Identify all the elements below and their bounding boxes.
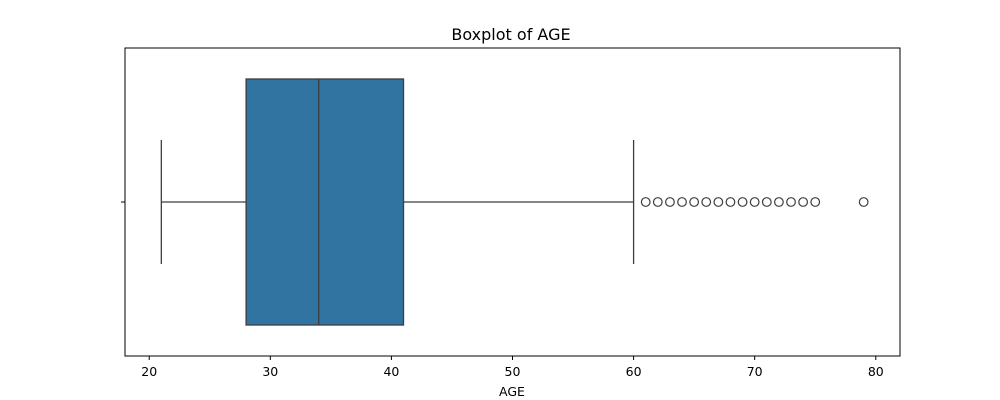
- chart-marks: [160, 78, 869, 326]
- outlier-point: [774, 197, 784, 207]
- x-tick-label: 50: [505, 364, 521, 379]
- x-tick-label: 40: [383, 364, 399, 379]
- outlier-point: [689, 197, 700, 207]
- outlier-point: [725, 197, 736, 207]
- outlier-point: [713, 197, 724, 207]
- outlier-point: [737, 197, 748, 207]
- outlier-point: [652, 197, 663, 207]
- interquartile-box: [245, 78, 405, 326]
- outlier-point: [749, 197, 760, 207]
- outlier-point: [810, 197, 821, 207]
- x-tick-label: 20: [141, 364, 157, 379]
- outlier-point: [798, 197, 809, 207]
- x-tick-label: 80: [868, 364, 884, 379]
- outlier-point: [786, 197, 796, 207]
- x-axis-label: AGE: [499, 384, 525, 399]
- outlier-point: [701, 197, 712, 207]
- x-tick-label: 60: [626, 364, 642, 379]
- outlier-point: [677, 197, 687, 207]
- x-axis-ticks: 20 30 40 50 60 70 80: [121, 201, 884, 379]
- outlier-point: [665, 197, 675, 207]
- chart-title: Boxplot of AGE: [451, 25, 570, 44]
- outlier-point: [640, 197, 651, 207]
- x-tick-label: 70: [747, 364, 763, 379]
- outlier-point: [858, 197, 869, 207]
- x-tick-label: 30: [262, 364, 278, 379]
- outlier-point: [761, 197, 772, 207]
